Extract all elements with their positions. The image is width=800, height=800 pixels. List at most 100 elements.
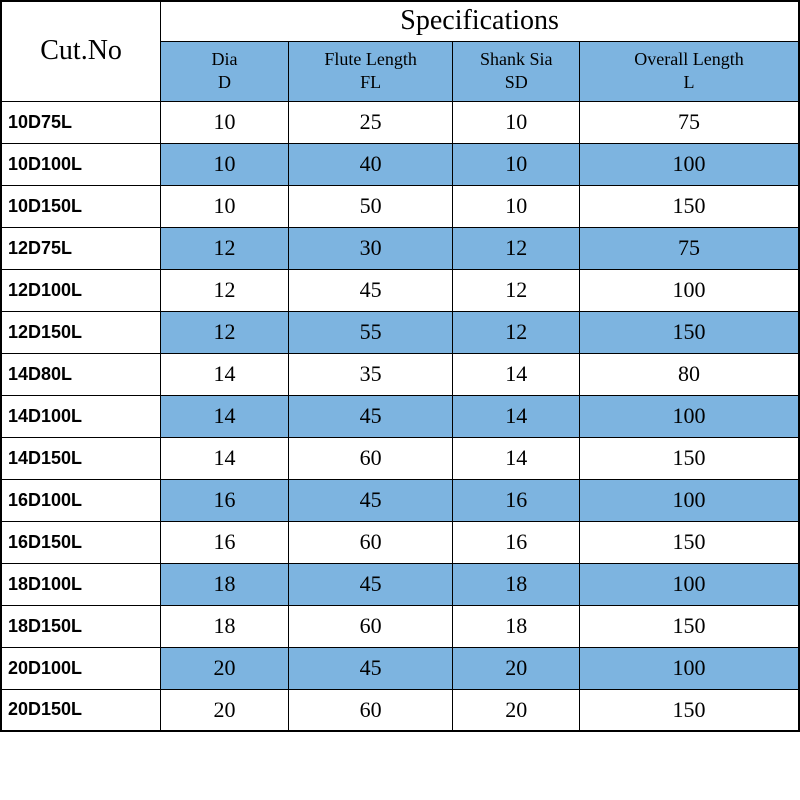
table-row: 10D100L104010100: [1, 143, 799, 185]
value-cell-l: 100: [580, 269, 799, 311]
value-cell-fl: 60: [288, 605, 453, 647]
cut-no-cell: 14D80L: [1, 353, 161, 395]
col-sublabel: FL: [289, 71, 453, 98]
cut-no-cell: 10D75L: [1, 101, 161, 143]
table-row: 12D75L12301275: [1, 227, 799, 269]
cut-no-cell: 12D75L: [1, 227, 161, 269]
value-cell-l: 75: [580, 101, 799, 143]
value-cell-sd: 16: [453, 521, 580, 563]
table-row: 16D150L166016150: [1, 521, 799, 563]
value-cell-d: 10: [161, 185, 289, 227]
value-cell-l: 100: [580, 395, 799, 437]
value-cell-sd: 20: [453, 647, 580, 689]
col-label: Flute Length: [289, 44, 453, 71]
specifications-table: Cut.No Specifications Dia D Flute Length…: [0, 0, 800, 732]
value-cell-d: 18: [161, 605, 289, 647]
value-cell-l: 80: [580, 353, 799, 395]
table-row: 12D150L125512150: [1, 311, 799, 353]
value-cell-d: 20: [161, 647, 289, 689]
value-cell-fl: 45: [288, 563, 453, 605]
value-cell-sd: 12: [453, 311, 580, 353]
col-header-overall-length: Overall Length L: [580, 41, 799, 101]
value-cell-sd: 12: [453, 269, 580, 311]
value-cell-sd: 14: [453, 437, 580, 479]
value-cell-l: 150: [580, 689, 799, 731]
value-cell-fl: 40: [288, 143, 453, 185]
value-cell-l: 100: [580, 143, 799, 185]
table-row: 20D100L204520100: [1, 647, 799, 689]
value-cell-sd: 14: [453, 353, 580, 395]
value-cell-sd: 10: [453, 143, 580, 185]
table-row: 14D100L144514100: [1, 395, 799, 437]
col-label: Shank Sia: [453, 44, 579, 71]
value-cell-d: 20: [161, 689, 289, 731]
cut-no-cell: 18D150L: [1, 605, 161, 647]
value-cell-l: 150: [580, 185, 799, 227]
cut-no-cell: 16D150L: [1, 521, 161, 563]
value-cell-sd: 20: [453, 689, 580, 731]
value-cell-d: 16: [161, 479, 289, 521]
value-cell-d: 12: [161, 311, 289, 353]
table-row: 10D150L105010150: [1, 185, 799, 227]
cut-no-cell: 10D100L: [1, 143, 161, 185]
table-row: 16D100L164516100: [1, 479, 799, 521]
value-cell-sd: 18: [453, 605, 580, 647]
cut-no-header: Cut.No: [1, 1, 161, 101]
col-sublabel: L: [580, 71, 798, 98]
col-label: Overall Length: [580, 44, 798, 71]
value-cell-fl: 60: [288, 521, 453, 563]
table-row: 18D150L186018150: [1, 605, 799, 647]
col-sublabel: D: [161, 71, 288, 98]
value-cell-fl: 55: [288, 311, 453, 353]
value-cell-sd: 18: [453, 563, 580, 605]
value-cell-fl: 25: [288, 101, 453, 143]
value-cell-l: 150: [580, 437, 799, 479]
value-cell-fl: 30: [288, 227, 453, 269]
value-cell-sd: 10: [453, 185, 580, 227]
cut-no-cell: 18D100L: [1, 563, 161, 605]
value-cell-fl: 45: [288, 479, 453, 521]
cut-no-cell: 16D100L: [1, 479, 161, 521]
value-cell-fl: 50: [288, 185, 453, 227]
value-cell-sd: 10: [453, 101, 580, 143]
value-cell-l: 100: [580, 647, 799, 689]
table-body: 10D75L1025107510D100L10401010010D150L105…: [1, 101, 799, 731]
table-row: 14D80L14351480: [1, 353, 799, 395]
value-cell-d: 14: [161, 395, 289, 437]
value-cell-fl: 35: [288, 353, 453, 395]
value-cell-d: 10: [161, 101, 289, 143]
value-cell-l: 150: [580, 605, 799, 647]
specifications-header: Specifications: [161, 1, 799, 41]
value-cell-d: 16: [161, 521, 289, 563]
value-cell-d: 12: [161, 227, 289, 269]
value-cell-d: 10: [161, 143, 289, 185]
col-sublabel: SD: [453, 71, 579, 98]
cut-no-cell: 10D150L: [1, 185, 161, 227]
value-cell-d: 12: [161, 269, 289, 311]
value-cell-l: 150: [580, 521, 799, 563]
cut-no-cell: 20D150L: [1, 689, 161, 731]
value-cell-l: 75: [580, 227, 799, 269]
col-header-dia: Dia D: [161, 41, 289, 101]
value-cell-fl: 45: [288, 395, 453, 437]
value-cell-sd: 16: [453, 479, 580, 521]
value-cell-d: 14: [161, 437, 289, 479]
table-row: 20D150L206020150: [1, 689, 799, 731]
cut-no-cell: 12D150L: [1, 311, 161, 353]
value-cell-l: 100: [580, 563, 799, 605]
value-cell-fl: 60: [288, 689, 453, 731]
value-cell-d: 14: [161, 353, 289, 395]
table-row: 18D100L184518100: [1, 563, 799, 605]
col-header-flute-length: Flute Length FL: [288, 41, 453, 101]
value-cell-l: 100: [580, 479, 799, 521]
cut-no-cell: 14D150L: [1, 437, 161, 479]
cut-no-cell: 14D100L: [1, 395, 161, 437]
value-cell-fl: 45: [288, 647, 453, 689]
table-row: 14D150L146014150: [1, 437, 799, 479]
cut-no-cell: 20D100L: [1, 647, 161, 689]
table-row: 12D100L124512100: [1, 269, 799, 311]
col-label: Dia: [161, 44, 288, 71]
value-cell-l: 150: [580, 311, 799, 353]
table-row: 10D75L10251075: [1, 101, 799, 143]
col-header-shank-sia: Shank Sia SD: [453, 41, 580, 101]
